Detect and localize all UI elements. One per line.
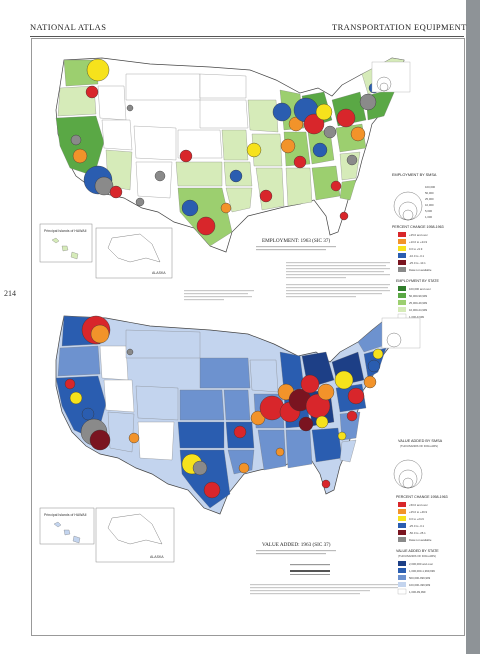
legend-value-added: VALUE ADDED BY SMSA (THOUSANDS OF DOLLAR… (381, 317, 448, 595)
state-value: 25,000-49,999 (409, 301, 427, 305)
pct2-value: +50.0 and over (409, 503, 428, 507)
size-value: 100,000 (425, 185, 436, 189)
legend-smsa-title: EMPLOYMENT BY SMSA (392, 173, 437, 177)
state2-value: 1,000,000-1,999,999 (409, 569, 435, 573)
state-value: 100,000 and over (409, 287, 431, 291)
map-value-added: Principal Islands of HAWAII ALASKA VALUE… (39, 315, 448, 595)
pct2-value: -25.0 to -0.1 (409, 524, 425, 528)
header-rule (30, 36, 464, 37)
legend2-state-title: VALUE ADDED BY STATE (396, 549, 439, 553)
state-swatches (397, 286, 407, 320)
pct2-value: Data not available (409, 538, 432, 542)
state-value: 50,000-99,999 (409, 294, 427, 298)
inset-hawaii-value-added: Principal Islands of HAWAII (39, 507, 95, 545)
size-value: 10,000 (425, 203, 434, 207)
map2-title: VALUE ADDED: 1963 (SIC 37) (262, 541, 331, 548)
pct-swatches-2 (398, 502, 406, 542)
map1-title: EMPLOYMENT: 1963 (SIC 37) (262, 237, 330, 244)
inset-alaska-employment: ALASKA (95, 227, 173, 279)
inset-hawaii-label: Principal Islands of HAWAII (44, 229, 87, 233)
pct-value: Data not available (409, 268, 432, 272)
state2-value: 1,000-99,999 (409, 590, 426, 594)
header-right: TRANSPORTATION EQUIPMENT (332, 22, 467, 32)
map-employment: Principal Islands of HAWAII ALASKA EMPLO… (39, 57, 444, 320)
bottom-notes (250, 584, 400, 595)
pct-value: +25.0 and over (409, 233, 428, 237)
legend2-smsa-sub: (THOUSANDS OF DOLLARS) (400, 444, 438, 448)
pct-value: -10.0 to -0.1 (409, 254, 425, 258)
size-value: 5,000 (425, 209, 432, 213)
notes-block (184, 262, 390, 301)
state-value: 10,000-24,999 (409, 308, 427, 312)
page-edge (466, 0, 480, 654)
size-value: 25,000 (425, 197, 434, 201)
size-value: 50,000 (425, 191, 434, 195)
pct2-value: 0.0 to +24.9 (409, 517, 424, 521)
pct-value: -25.0 to -10.1 (409, 261, 426, 265)
legend-state-title: EMPLOYMENT BY STATE (396, 279, 439, 283)
page-number: 214 (4, 289, 16, 298)
state-value: 1,000-9,999 (409, 315, 424, 319)
legend-employment: EMPLOYMENT BY SMSA 100,000 50,000 25,000… (371, 61, 444, 320)
scale-bar (290, 564, 330, 575)
size-value: 1,000 (425, 215, 432, 219)
legend2-smsa-title: VALUE ADDED BY SMSA (398, 439, 443, 443)
inset-alaska-label-2: ALASKA (150, 555, 164, 559)
inset-alaska-value-added: ALASKA (95, 507, 175, 563)
state2-value: 100,000-499,999 (409, 583, 431, 587)
pct-value: 0.0 to +9.9 (409, 247, 423, 251)
state2-value: 500,000-999,999 (409, 576, 431, 580)
header-left: NATIONAL ATLAS (30, 22, 107, 32)
page-frame (31, 38, 465, 636)
legend-pct-title: PERCENT CHANGE 1958-1963 (392, 225, 444, 229)
state2-value: 2,000,000 and over (409, 562, 433, 566)
legend2-state-sub: (THOUSANDS OF DOLLARS) (398, 554, 436, 558)
state-swatches-2 (397, 561, 407, 595)
pct2-value: -50.0 to -25.1 (409, 531, 426, 535)
pct-swatches (398, 232, 406, 272)
pct-value: +10.0 to +24.9 (409, 240, 427, 244)
inset-hawaii-employment: Principal Islands of HAWAII (39, 223, 93, 263)
inset-alaska-label: ALASKA (152, 271, 166, 275)
pct2-value: +25.0 to +49.9 (409, 510, 427, 514)
legend2-pct-title: PERCENT CHANGE 1958-1963 (396, 495, 448, 499)
smsa-circles-value-added (64, 315, 384, 499)
inset-hawaii-label-2: Principal Islands of HAWAII (44, 513, 87, 517)
state-shading-employment (55, 57, 405, 247)
